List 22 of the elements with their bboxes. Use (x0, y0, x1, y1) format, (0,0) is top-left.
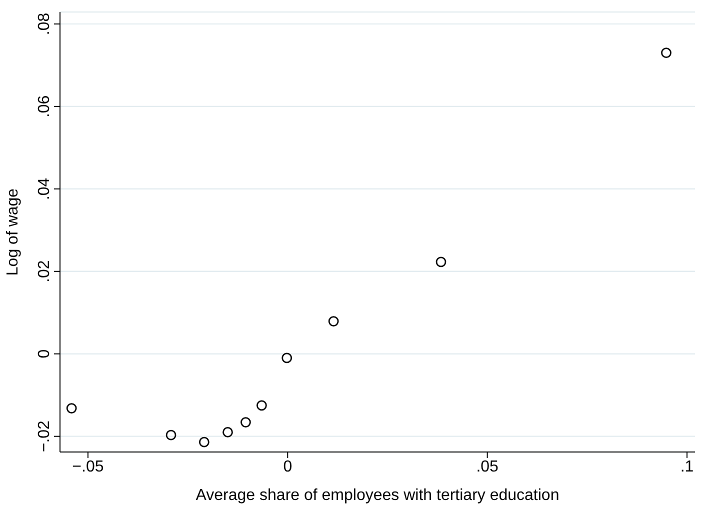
point (256, 400, 267, 411)
point (436, 256, 446, 268)
y-tick-label: .04 (36, 178, 53, 200)
point (222, 427, 233, 438)
y-tick-label: .08 (36, 12, 53, 36)
y-tick-label: .02 (36, 260, 53, 283)
point (66, 403, 77, 414)
point (240, 417, 251, 428)
y-tick-label: −.02 (36, 420, 53, 452)
x-tick-label: .1 (680, 458, 694, 476)
point (282, 352, 292, 364)
x-tick-label: 0 (283, 458, 292, 476)
y-tick-label: 0 (36, 349, 53, 358)
x-tick-label: −.05 (72, 458, 104, 476)
y-axis-title: Log of wage (4, 188, 22, 276)
point (328, 316, 339, 326)
x-tick-label: .05 (476, 458, 499, 476)
point (661, 48, 672, 58)
point (166, 430, 176, 440)
y-tick-label: .06 (36, 95, 53, 118)
point (198, 436, 210, 448)
x-axis-title: Average share of employees with tertiary education (196, 487, 560, 504)
